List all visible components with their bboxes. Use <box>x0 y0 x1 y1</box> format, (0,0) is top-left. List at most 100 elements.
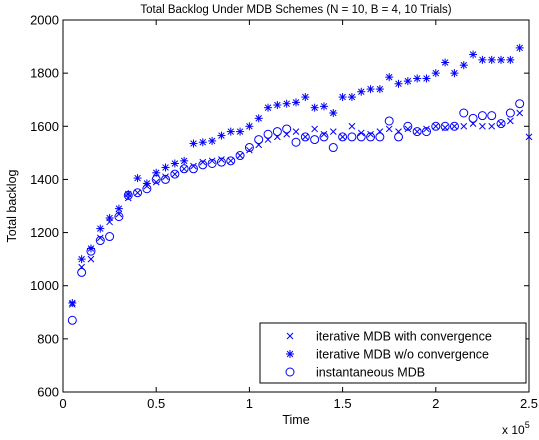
point-iterative-without-convergence <box>487 55 496 64</box>
point-iterative-without-convergence <box>375 85 384 94</box>
x-multiplier-base: x 10 <box>502 423 525 437</box>
point-iterative-without-convergence <box>170 159 179 168</box>
point-instantaneous <box>216 157 226 167</box>
point-iterative-without-convergence <box>77 255 86 264</box>
point-iterative-without-convergence <box>385 73 394 82</box>
point-iterative-with-convergence <box>115 210 123 218</box>
point-instantaneous <box>505 108 515 118</box>
point-iterative-without-convergence <box>226 127 235 136</box>
point-instantaneous <box>477 111 487 121</box>
point-instantaneous <box>161 174 171 184</box>
point-instantaneous <box>77 267 87 277</box>
point-iterative-without-convergence <box>189 139 198 148</box>
point-iterative-without-convergence <box>441 58 450 67</box>
y-tick-label: 1200 <box>30 225 59 240</box>
point-iterative-without-convergence <box>133 174 142 183</box>
point-iterative-with-convergence <box>199 158 207 166</box>
point-iterative-with-convergence <box>451 122 458 130</box>
point-iterative-with-convergence <box>497 120 505 127</box>
point-instantaneous <box>123 190 133 200</box>
point-instantaneous <box>207 158 217 168</box>
x-tick-label: 0.5 <box>147 396 165 411</box>
point-iterative-without-convergence <box>497 55 506 64</box>
point-instantaneous <box>198 160 208 170</box>
point-iterative-with-convergence <box>301 133 309 141</box>
point-iterative-without-convergence <box>68 298 77 307</box>
point-iterative-without-convergence <box>236 127 245 136</box>
legend-label: iterative MDB with convergence <box>316 330 492 344</box>
y-axis-ticks: 600 800 1000 1200 1400 1600 1800 2000 <box>30 13 529 400</box>
point-instantaneous <box>188 164 198 174</box>
y-tick-label: 1600 <box>30 119 59 134</box>
point-instantaneous <box>254 135 264 145</box>
data-points <box>67 43 533 325</box>
x-multiplier-exponent: 5 <box>525 420 530 430</box>
point-iterative-with-convergence <box>488 122 496 130</box>
point-iterative-without-convergence <box>301 93 310 102</box>
legend-label: iterative MDB w/o convergence <box>316 348 489 362</box>
y-tick-label: 1400 <box>30 172 59 187</box>
y-tick-label: 600 <box>37 385 59 400</box>
point-instantaneous <box>394 132 404 142</box>
legend-box <box>259 322 527 384</box>
point-instantaneous <box>226 156 236 166</box>
point-instantaneous <box>151 174 161 184</box>
point-instantaneous <box>328 143 338 153</box>
y-tick-label: 1000 <box>30 278 59 293</box>
point-iterative-with-convergence <box>171 170 179 178</box>
point-instantaneous <box>515 99 525 109</box>
point-instantaneous <box>179 164 189 174</box>
point-iterative-without-convergence <box>347 93 356 102</box>
legend: iterative MDB with convergence iterative … <box>259 322 527 384</box>
point-iterative-without-convergence <box>208 136 217 145</box>
point-iterative-without-convergence <box>105 213 114 222</box>
chart-title: Total Backlog Under MDB Schemes (N = 10,… <box>140 4 451 16</box>
point-instantaneous <box>105 232 115 242</box>
point-instantaneous <box>403 121 413 131</box>
point-iterative-without-convergence <box>329 109 338 117</box>
point-iterative-with-convergence <box>413 128 421 135</box>
y-tick-label: 1800 <box>30 66 59 81</box>
point-iterative-without-convergence <box>245 122 254 131</box>
x-axis-label: Time <box>282 413 309 427</box>
point-iterative-with-convergence <box>152 178 160 186</box>
point-instantaneous <box>86 246 96 256</box>
point-instantaneous <box>356 132 366 142</box>
point-iterative-with-convergence <box>516 109 524 117</box>
point-instantaneous <box>244 143 254 153</box>
point-iterative-without-convergence <box>264 103 273 112</box>
point-instantaneous <box>263 129 273 139</box>
point-iterative-without-convergence <box>459 61 468 70</box>
point-iterative-with-convergence <box>180 165 188 173</box>
point-iterative-without-convergence <box>357 87 366 96</box>
point-iterative-with-convergence <box>460 122 468 130</box>
point-iterative-with-convergence <box>190 162 197 170</box>
point-iterative-without-convergence <box>310 103 319 112</box>
x-axis-ticks: 0 0.5 1 1.5 2 2.5 <box>59 20 538 411</box>
point-instantaneous <box>431 121 441 131</box>
point-iterative-with-convergence <box>208 157 216 165</box>
point-iterative-without-convergence <box>282 99 291 108</box>
point-instantaneous <box>496 119 506 129</box>
point-iterative-without-convergence <box>180 156 189 165</box>
point-instantaneous <box>272 127 282 137</box>
point-iterative-without-convergence <box>96 224 105 233</box>
point-instantaneous <box>347 132 357 142</box>
point-instantaneous <box>95 236 105 246</box>
point-instantaneous <box>310 135 320 145</box>
point-iterative-without-convergence <box>273 101 282 110</box>
point-iterative-with-convergence <box>367 130 374 138</box>
point-instantaneous <box>67 315 77 325</box>
x-tick-label: 1.5 <box>334 396 352 411</box>
point-iterative-with-convergence <box>246 146 253 154</box>
point-iterative-without-convergence <box>431 69 440 78</box>
legend-marker <box>286 350 294 358</box>
point-iterative-with-convergence <box>320 130 328 138</box>
point-instantaneous <box>338 132 348 142</box>
y-tick-label: 2000 <box>30 13 59 28</box>
x-axis-multiplier: x 105 <box>502 420 530 437</box>
x-tick-label: 2 <box>432 396 439 411</box>
point-iterative-with-convergence <box>227 157 235 165</box>
point-instantaneous <box>170 169 180 179</box>
